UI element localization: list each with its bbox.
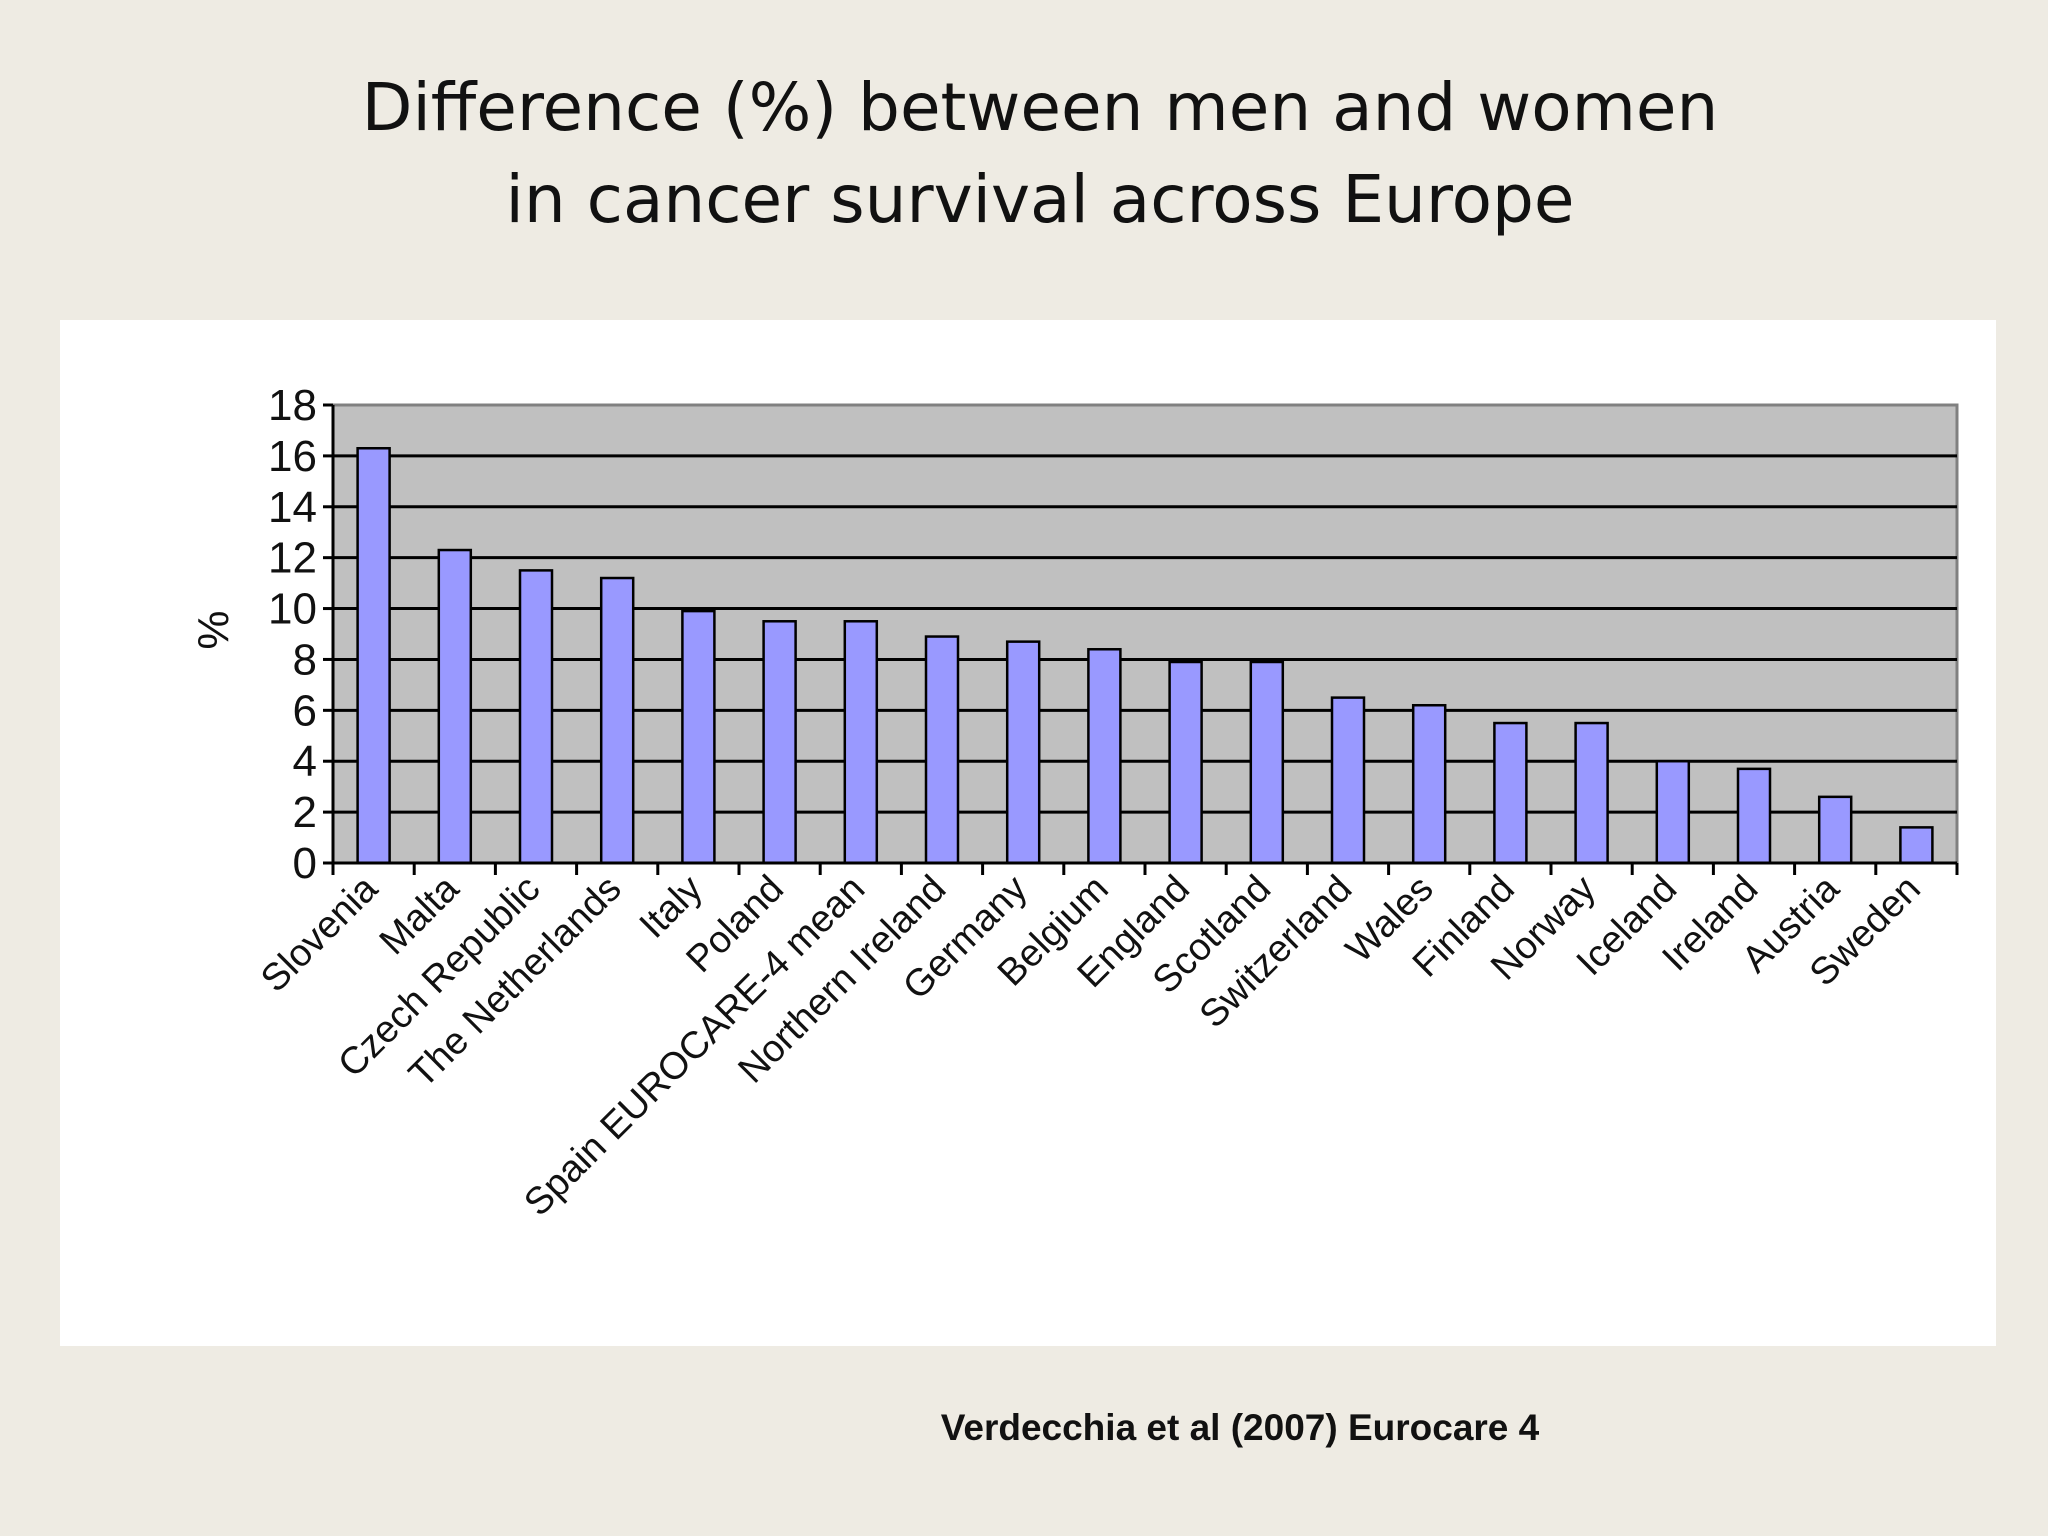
y-tick-label: 18 bbox=[268, 381, 317, 430]
bar bbox=[1005, 640, 1041, 865]
y-tick-label: 14 bbox=[268, 483, 317, 532]
y-tick-label: 8 bbox=[293, 635, 317, 684]
chart-panel: 0 2 4 6 8 10 12 14 16 18 Slovenia Malta Czech Republ… bbox=[60, 320, 1996, 1346]
bar bbox=[1249, 660, 1285, 865]
y-tick-label: 0 bbox=[293, 839, 317, 888]
bar bbox=[1493, 721, 1528, 865]
plot-background bbox=[331, 403, 1959, 865]
bar bbox=[924, 635, 960, 865]
y-tick-label: 6 bbox=[293, 686, 317, 735]
y-tick-label: 4 bbox=[293, 737, 317, 786]
y-tick-label: 12 bbox=[268, 534, 317, 583]
slide-title-line-2: in cancer survival across Europe bbox=[505, 161, 1575, 238]
bar bbox=[1168, 660, 1203, 865]
bar bbox=[1574, 721, 1609, 865]
x-category-label: Slovenia bbox=[253, 867, 386, 1000]
y-tick-label: 2 bbox=[293, 788, 317, 837]
bar bbox=[356, 447, 391, 865]
slide-title-line-1: Difference (%) between men and women bbox=[361, 69, 1719, 146]
bar bbox=[599, 576, 635, 865]
bar bbox=[1655, 759, 1691, 865]
bar bbox=[1817, 795, 1853, 865]
y-tick-label: 10 bbox=[268, 585, 317, 634]
bar bbox=[843, 620, 879, 865]
bar bbox=[762, 620, 797, 865]
bar bbox=[1899, 826, 1934, 865]
citation: Verdecchia et al (2007) Eurocare 4 bbox=[940, 1407, 1540, 1448]
slide-title: Difference (%) between men and women in … bbox=[0, 62, 2048, 246]
bar bbox=[437, 548, 473, 865]
y-axis-label: % bbox=[189, 610, 238, 649]
bar bbox=[1330, 696, 1366, 865]
y-tick-label: 16 bbox=[268, 432, 317, 481]
bar bbox=[1087, 648, 1122, 865]
bar bbox=[1411, 703, 1447, 865]
bar bbox=[681, 609, 716, 865]
bar bbox=[1736, 767, 1772, 865]
bar bbox=[518, 569, 554, 865]
